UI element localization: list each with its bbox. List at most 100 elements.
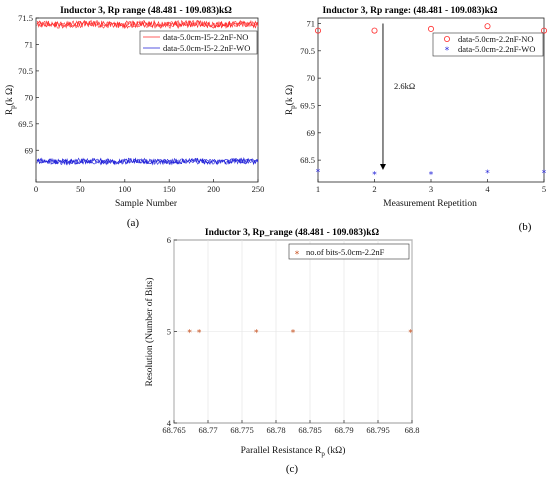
chart-c-point: * [254,329,259,339]
chart-c-legend-swatch: * [295,250,300,260]
chart-a-ytick-label: 70 [25,92,34,102]
chart-a: Inductor 3, Rp range (48.481 - 109.083)k… [4,5,264,229]
chart-b-legend-box [432,32,544,57]
chart-b: Inductor 3, Rp range: (48.481 - 109.083)… [284,5,548,233]
chart-b-ytick-label: 68.5 [300,155,315,165]
chart-a-legend: data-5.0cm-I5-2.2nF-NO data-5.0cm-I5-2.2… [139,30,258,55]
chart-b-ylabel-rest: (k Ω) [284,85,295,106]
chart-c-xtick-label: 68.765 [162,425,185,435]
chart-c-legend-label: no.of bits-5.0cm-2.2nF [306,247,385,257]
chart-a-ticks: 0 50 100 150 200 250 69 69.5 70 70.5 71 71.5 [18,13,264,194]
chart-a-series [36,19,259,166]
chart-c-xlabel: Parallel Resistance Rp (kΩ) [241,445,346,458]
chart-b-ylabel-sub: p [289,105,297,109]
chart-b-point-wo: * [542,169,547,179]
chart-c-point: * [291,329,296,339]
chart-a-ylabel-rest: (k Ω) [4,85,15,106]
chart-a-xtick-label: 150 [163,184,176,194]
chart-a-ytick-label: 69 [25,145,34,155]
chart-b-ytick-label: 70.5 [300,46,315,56]
chart-a-title: Inductor 3, Rp range (48.481 - 109.083)k… [60,5,232,16]
chart-a-ytick-label: 69.5 [18,119,33,129]
chart-b-arrow-head [379,163,386,170]
chart-a-ytick-label: 70.5 [18,66,33,76]
chart-b-legend-label-no: data-5.0cm-2.2nF-NO [458,34,534,44]
chart-a-ytick-label: 71 [25,39,34,49]
chart-a-xtick-label: 50 [76,184,85,194]
chart-c-xtick-label: 68.785 [298,425,321,435]
chart-b-xtick-label: 4 [485,184,490,194]
chart-c: Inductor 3, Rp_range (48.481 - 109.083)k… [144,227,419,475]
chart-c-point: * [408,329,413,339]
chart-a-xtick-label: 100 [118,184,131,194]
chart-c-xtick-label: 68.775 [230,425,253,435]
chart-b-xtick-label: 3 [429,184,433,194]
chart-c-xtick-label: 68.79 [334,425,353,435]
chart-a-xtick-label: 200 [207,184,220,194]
chart-c-ytick-label: 6 [167,235,171,245]
chart-a-series-line [36,19,259,29]
chart-b-title: Inductor 3, Rp range: (48.481 - 109.083)… [322,5,497,16]
chart-c-caption: (c) [286,463,299,475]
chart-c-series: * * * * * [187,329,413,339]
chart-b-xtick-label: 2 [372,184,376,194]
chart-a-legend-label-no: data-5.0cm-I5-2.2nF-NO [163,32,248,42]
chart-a-legend-box [139,30,258,55]
chart-c-legend-box [288,243,410,260]
chart-c-xlabel-main: Parallel Resistance R [241,446,322,456]
chart-c-xtick-label: 68.795 [366,425,389,435]
chart-a-ylabel: Rp(k Ω) [4,85,17,115]
chart-c-xtick-label: 68.8 [405,425,420,435]
chart-b-series: * * * * * [314,23,548,180]
chart-b-point-wo: * [485,169,490,179]
chart-c-ytick-label: 5 [167,327,171,337]
chart-a-xlabel: Sample Number [115,199,178,209]
chart-c-xtick-label: 68.77 [198,425,217,435]
chart-b-point-no [314,27,321,34]
chart-b-ticks: 1 2 3 4 5 68.5 69 69.5 70 70.5 71 [300,18,546,194]
chart-a-series-line [36,19,259,30]
chart-b-caption: (b) [519,221,532,233]
chart-b-point-wo: * [429,170,434,180]
chart-a-ytick-label: 71.5 [18,13,33,23]
chart-b-ytick-label: 69.5 [300,100,315,110]
chart-c-xlabel-sub: p [321,450,325,458]
chart-b-xtick-label: 5 [542,184,546,194]
chart-b-annotation: 2.6kΩ [394,81,415,91]
chart-c-legend: * no.of bits-5.0cm-2.2nF [288,243,410,260]
chart-c-point: * [197,329,202,339]
chart-a-caption: (a) [127,217,140,229]
chart-b-legend: data-5.0cm-2.2nF-NO * data-5.0cm-2.2nF-W… [432,32,544,57]
chart-b-arrow [379,23,386,170]
chart-a-legend-label-wo: data-5.0cm-I5-2.2nF-WO [163,43,250,53]
chart-c-ylabel: Resolution (Number of Bits) [144,278,155,387]
chart-c-ytick-label: 4 [167,418,172,428]
chart-b-legend-swatch-wo: * [445,46,450,56]
chart-b-ytick-label: 70 [307,73,316,83]
chart-a-xtick-label: 0 [34,184,38,194]
chart-b-point-no [541,27,548,34]
chart-c-ticks: 68.765 68.77 68.775 68.78 68.785 68.79 68.795 6… [162,235,419,435]
chart-a-xtick-label: 250 [252,184,265,194]
chart-b-point-no [371,27,378,34]
chart-b-point-wo: * [316,168,321,178]
chart-c-xtick-label: 68.78 [266,425,285,435]
chart-b-ytick-label: 69 [307,128,316,138]
chart-b-ytick-label: 71 [307,18,316,28]
chart-b-point-wo: * [372,170,377,180]
chart-b-xtick-label: 1 [316,184,320,194]
chart-a-ylabel-main: R [5,108,15,115]
chart-a-series-line [36,157,259,166]
chart-b-point-no [427,25,434,32]
chart-c-title: Inductor 3, Rp_range (48.481 - 109.083)k… [205,227,380,238]
chart-c-xlabel-rest: (kΩ) [325,445,346,456]
chart-b-legend-label-wo: data-5.0cm-2.2nF-WO [458,44,535,54]
chart-b-ylabel: Rp(k Ω) [284,85,297,115]
chart-b-xlabel: Measurement Repetition [383,199,477,209]
chart-b-point-no [484,23,491,30]
chart-b-legend-swatch-no [443,36,450,43]
chart-c-point: * [187,329,192,339]
chart-b-ylabel-main: R [285,108,295,115]
chart-a-ylabel-sub: p [9,105,17,109]
